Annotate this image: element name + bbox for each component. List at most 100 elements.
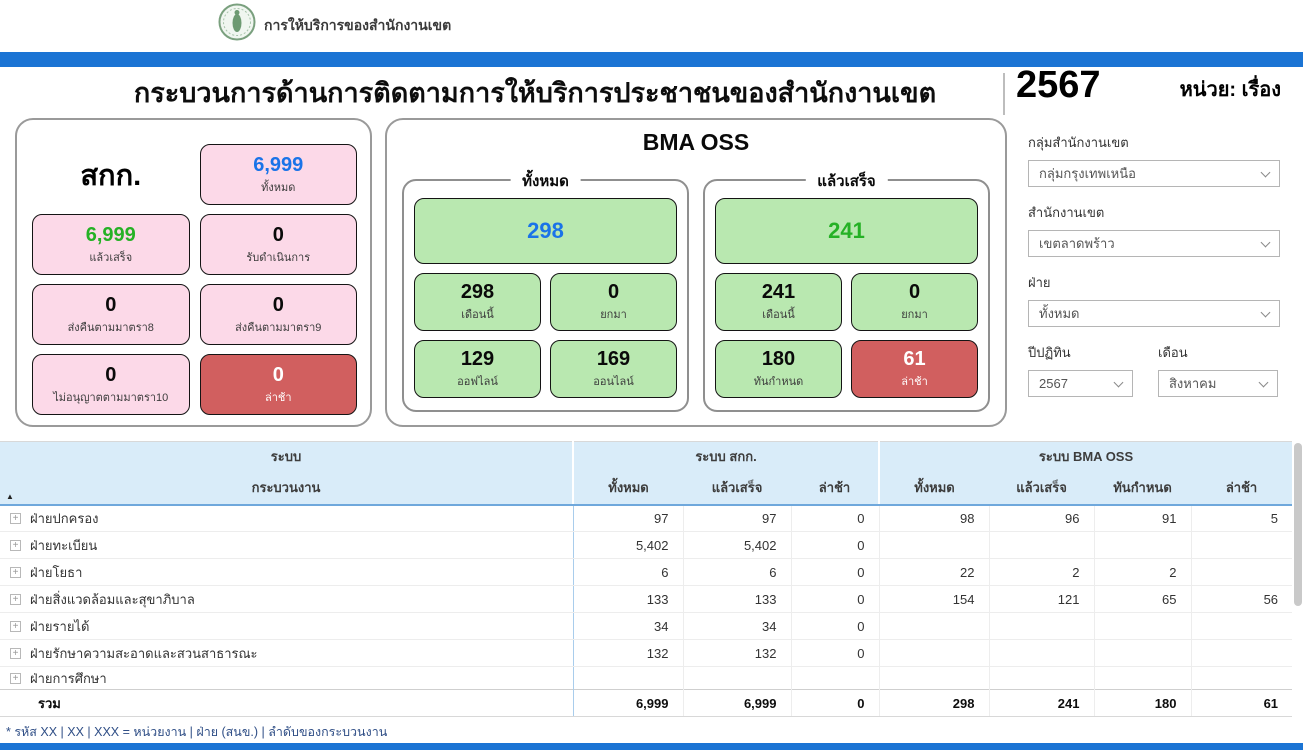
filter-panel: กลุ่มสำนักงานเขต กลุ่มกรุงเทพเหนือ สำนัก… [1028, 132, 1280, 412]
footnote: * รหัส XX | XX | XXX = หน่วยงาน | ฝ่าย (… [6, 725, 388, 739]
total-cell: 6,999 [683, 689, 792, 717]
process-table: ระบบ ระบบ สกก. ระบบ BMA OSS กระบวนงาน ▲ … [0, 441, 1293, 717]
sakok-card-in-progress[interactable]: 0 รับดำเนินการ [199, 214, 357, 275]
chevron-down-icon [1113, 377, 1124, 387]
table-row: + ฝ่ายทะเบียน 5,402 5,402 0 [0, 531, 1293, 559]
bma-total-this-month-card[interactable]: 298 เดือนนี้ [414, 273, 541, 331]
sakok-card-completed[interactable]: 6,999 แล้วเสร็จ [32, 214, 190, 275]
sakok-panel-title: สกก. [80, 159, 142, 192]
expand-icon[interactable]: + [10, 620, 21, 632]
expand-icon[interactable]: + [10, 539, 21, 551]
cell: 0 [791, 558, 880, 586]
cell [1191, 531, 1293, 559]
district-office-dropdown[interactable]: เขตลาดพร้าว [1028, 230, 1280, 257]
cell: 0 [791, 504, 880, 532]
col-header-process[interactable]: กระบวนงาน ▲ [0, 471, 574, 506]
bma-group-total: ทั้งหมด 298 298 เดือนนี้ 0 ยกมา 129 [402, 169, 689, 412]
bma-oss-panel: BMA OSS ทั้งหมด 298 298 เดือนนี้ 0 ยกมา [385, 118, 1007, 427]
header-accent-bar [0, 52, 1303, 67]
bma-group-legend: ทั้งหมด [510, 169, 581, 193]
table-group-header-sakok: ระบบ สกก. [573, 441, 880, 472]
card-label: แล้วเสร็จ [89, 251, 133, 264]
card-value: 241 [761, 281, 796, 303]
bma-completed-carried-card[interactable]: 0 ยกมา [851, 273, 978, 331]
card-label: ออฟไลน์ [457, 376, 498, 388]
cell [573, 666, 684, 690]
cell [879, 531, 990, 559]
sakok-card-returned-s8[interactable]: 0 ส่งคืนตามมาตรา8 [32, 284, 190, 345]
filter-label-division: ฝ่าย [1028, 275, 1051, 290]
col-header-bma-total[interactable]: ทั้งหมด [879, 471, 989, 506]
col-header-sakok-completed[interactable]: แล้วเสร็จ [683, 471, 791, 506]
month-dropdown[interactable]: สิงหาคม [1158, 370, 1278, 397]
total-cell: 241 [989, 689, 1095, 717]
row-label: ฝ่ายทะเบียน [30, 537, 98, 553]
card-label: รับดำเนินการ [246, 251, 311, 264]
card-label: ทันกำหนด [753, 376, 804, 388]
card-value: 298 [460, 281, 495, 303]
bma-completed-late-card[interactable]: 61 ล่าช้า [851, 340, 978, 398]
col-header-sakok-total[interactable]: ทั้งหมด [573, 471, 683, 506]
card-label: ส่งคืนตามมาตรา8 [67, 321, 154, 334]
expand-icon[interactable]: + [10, 672, 21, 684]
card-value: 61 [903, 348, 926, 370]
expand-icon[interactable]: + [10, 512, 21, 524]
cell [1094, 612, 1192, 640]
col-header-bma-completed[interactable]: แล้วเสร็จ [989, 471, 1094, 506]
row-label: ฝ่ายปกครอง [30, 510, 99, 526]
year-value: 2567 [1016, 64, 1101, 106]
card-value: 0 [105, 293, 117, 316]
card-value: 180 [761, 348, 796, 370]
cell: 132 [573, 639, 684, 667]
total-cell: 61 [1191, 689, 1293, 717]
filter-label-year: ปีปฏิทิน [1028, 345, 1071, 360]
row-label: ฝ่ายโยธา [30, 564, 83, 580]
filter-label-month: เดือน [1158, 345, 1188, 360]
cell: 0 [791, 612, 880, 640]
filter-label-district-office: สำนักงานเขต [1028, 205, 1105, 220]
district-group-dropdown[interactable]: กลุ่มกรุงเทพเหนือ [1028, 160, 1280, 187]
card-label: ล่าช้า [901, 376, 928, 388]
expand-icon[interactable]: + [10, 647, 21, 659]
card-value: 241 [828, 218, 865, 243]
total-cell: 180 [1094, 689, 1192, 717]
dropdown-value: กลุ่มกรุงเทพเหนือ [1039, 166, 1136, 181]
cell: 132 [683, 639, 792, 667]
cell [989, 531, 1095, 559]
col-header-bma-late[interactable]: ล่าช้า [1191, 471, 1293, 506]
table-scrollbar[interactable] [1294, 443, 1302, 606]
col-header-sakok-late[interactable]: ล่าช้า [791, 471, 880, 506]
sakok-card-returned-s9[interactable]: 0 ส่งคืนตามมาตรา9 [199, 284, 357, 345]
cell: 2 [1094, 558, 1192, 586]
card-value: 169 [596, 348, 631, 370]
col-header-bma-on-time[interactable]: ทันกำหนด [1094, 471, 1191, 506]
bma-total-carried-card[interactable]: 0 ยกมา [550, 273, 677, 331]
bma-total-online-card[interactable]: 169 ออนไลน์ [550, 340, 677, 398]
bma-total-offline-card[interactable]: 129 ออฟไลน์ [414, 340, 541, 398]
sakok-card-denied-s10[interactable]: 0 ไม่อนุญาตตามมาตรา10 [32, 354, 190, 415]
card-value: 0 [105, 363, 117, 386]
sakok-panel: สกก. 6,999 ทั้งหมด 6,999 แล้วเสร็จ 0 รับ… [15, 118, 372, 427]
cell: 91 [1094, 504, 1192, 532]
app-title: การให้บริการของสำนักงานเขต [264, 17, 452, 33]
expand-icon[interactable]: + [10, 593, 21, 605]
sakok-card-total[interactable]: 6,999 ทั้งหมด [199, 144, 357, 205]
year-dropdown[interactable]: 2567 [1028, 370, 1133, 397]
card-label: ออนไลน์ [593, 376, 634, 388]
card-value: 0 [272, 223, 284, 246]
page-title: กระบวนการด้านการติดตามการให้บริการประชาช… [133, 78, 937, 108]
division-dropdown[interactable]: ทั้งหมด [1028, 300, 1280, 327]
sakok-card-late[interactable]: 0 ล่าช้า [199, 354, 357, 415]
cell [879, 666, 990, 690]
total-cell: 0 [791, 689, 880, 717]
bma-completed-this-month-card[interactable]: 241 เดือนนี้ [715, 273, 842, 331]
bma-completed-on-time-card[interactable]: 180 ทันกำหนด [715, 340, 842, 398]
expand-icon[interactable]: + [10, 566, 21, 578]
bma-completed-main-card[interactable]: 241 [715, 198, 978, 264]
cell [989, 639, 1095, 667]
card-label: เดือนนี้ [461, 309, 494, 321]
cell: 97 [573, 504, 684, 532]
cell: 121 [989, 585, 1095, 613]
sort-ascending-icon[interactable]: ▲ [6, 491, 14, 501]
bma-total-main-card[interactable]: 298 [414, 198, 677, 264]
